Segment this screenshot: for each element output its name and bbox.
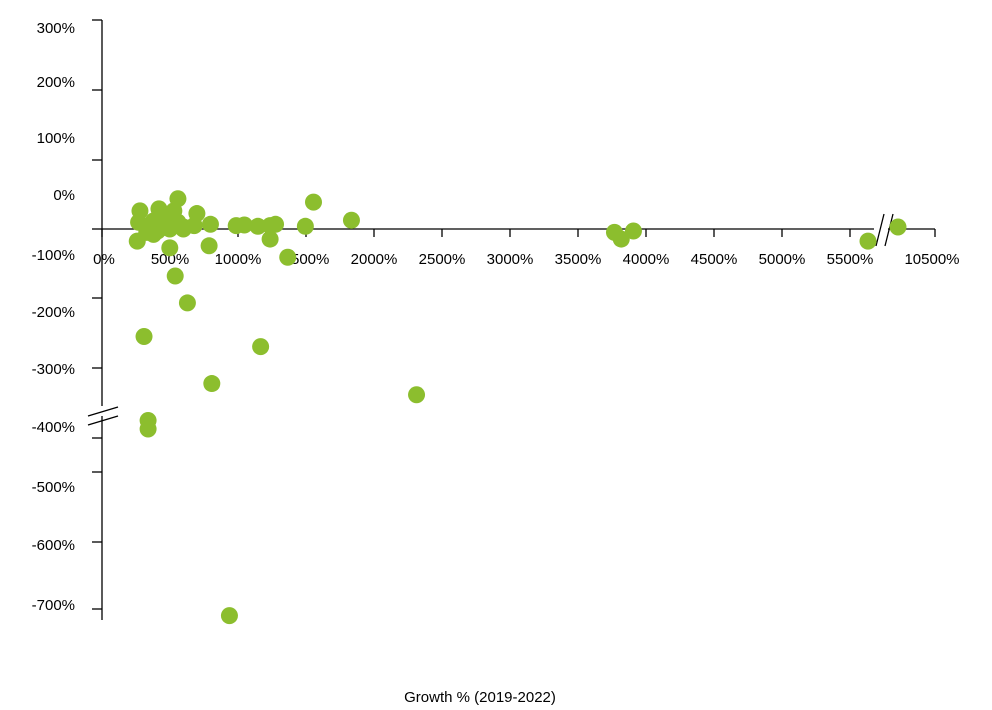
data-point — [859, 232, 877, 250]
data-point — [145, 225, 163, 243]
data-point — [166, 267, 184, 285]
data-point — [174, 220, 192, 238]
x-tick-label: 10500% — [904, 251, 959, 268]
x-tick-label: 5500% — [827, 251, 874, 268]
data-point — [249, 217, 267, 235]
x-tick-label: 4500% — [691, 251, 738, 268]
x-axis: 0% 500% 1000% 1500% 2000% 2500% 3000% 3500% 4000… — [93, 213, 960, 268]
data-point — [161, 220, 179, 238]
y-tick-label: -700% — [32, 597, 75, 614]
data-point — [296, 217, 314, 235]
y-tick-label: -500% — [32, 479, 75, 496]
data-points — [128, 190, 907, 625]
y-tick-label: 0% — [53, 187, 75, 204]
data-point — [612, 230, 630, 248]
x-axis-break-gap — [874, 220, 888, 238]
y-tick-label: 200% — [37, 74, 75, 91]
y-tick-label: -600% — [32, 537, 75, 554]
y-axis-break-mark — [87, 415, 119, 426]
y-tick-label: -400% — [32, 419, 75, 436]
data-point — [201, 215, 219, 233]
x-tick-label: 2500% — [419, 251, 466, 268]
data-point — [624, 222, 642, 240]
data-point — [178, 294, 196, 312]
data-point — [304, 193, 322, 211]
y-tick-label: -200% — [32, 304, 75, 321]
x-axis-break-mark — [875, 213, 885, 247]
data-point — [203, 375, 221, 393]
x-tick-label: 1000% — [215, 251, 262, 268]
y-axis: 300% 200% 100% 0% -100% -200% -300% -400% -500% -… — [32, 19, 119, 620]
data-point — [279, 248, 297, 266]
data-point — [200, 237, 218, 255]
x-tick-label: 0% — [93, 251, 115, 268]
data-point — [227, 217, 245, 235]
x-tick-label: 4000% — [623, 251, 670, 268]
data-point — [161, 239, 179, 257]
y-tick-label: -300% — [32, 361, 75, 378]
y-tick-label: 300% — [37, 20, 75, 37]
data-point — [135, 328, 153, 346]
x-tick-label: 5000% — [759, 251, 806, 268]
x-axis-break-mark — [884, 213, 894, 247]
data-point — [261, 217, 279, 235]
x-tick-label: 2000% — [351, 251, 398, 268]
x-axis-title: Growth % (2019-2022) — [404, 689, 556, 706]
data-point — [889, 218, 907, 236]
y-axis-break-mark — [87, 406, 119, 417]
x-tick-label: 3500% — [555, 251, 602, 268]
data-point — [261, 230, 279, 248]
y-tick-label: -100% — [32, 247, 75, 264]
data-point — [220, 607, 238, 625]
data-point — [408, 386, 426, 404]
x-tick-label: 500% — [151, 251, 189, 268]
y-tick-label: 100% — [37, 130, 75, 147]
data-point — [139, 420, 157, 438]
data-point — [342, 211, 360, 229]
x-tick-label: 3000% — [487, 251, 534, 268]
data-point — [128, 232, 146, 250]
data-point — [252, 338, 270, 356]
